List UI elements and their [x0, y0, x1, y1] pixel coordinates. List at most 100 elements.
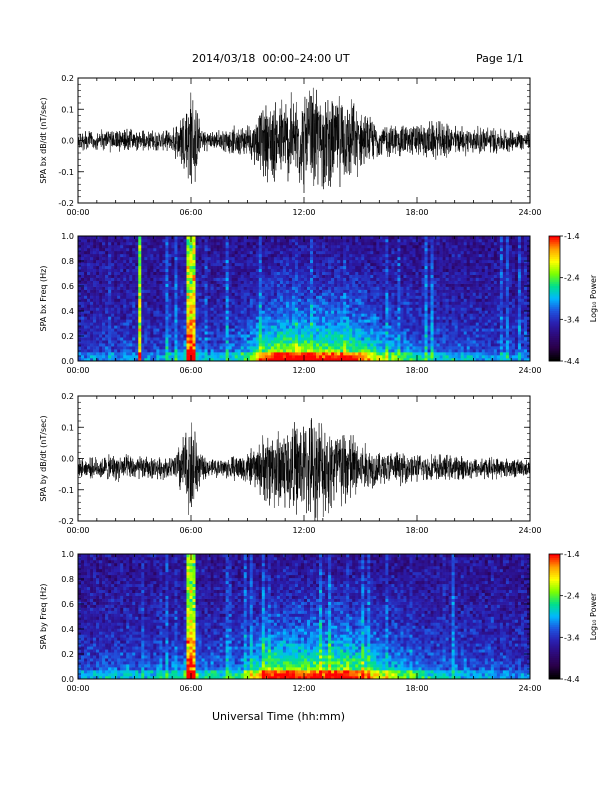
bx-freq-panel-cell	[84, 304, 88, 308]
bx-freq-panel-cell	[325, 325, 329, 329]
bx-freq-panel-cell	[93, 298, 97, 302]
bx-freq-panel-cell	[225, 301, 229, 305]
bx-freq-panel-cell	[276, 316, 281, 320]
bx-freq-panel-cell	[279, 259, 284, 264]
bx-freq-panel-cell	[96, 244, 100, 249]
bx-freq-panel-cell	[201, 295, 205, 299]
bx-freq-panel-cell	[150, 280, 154, 284]
bx-freq-panel-cell	[307, 271, 311, 275]
bx-freq-panel-cell	[264, 250, 269, 255]
bx-freq-panel-cell	[273, 337, 278, 341]
bx-freq-panel-cell	[391, 301, 395, 305]
bx-freq-panel-cell	[240, 319, 245, 323]
bx-freq-panel-cell	[310, 236, 314, 240]
bx-freq-panel-cell	[183, 307, 187, 311]
bx-freq-panel-cell	[228, 316, 232, 320]
bx-freq-panel-cell	[297, 250, 302, 255]
bx-freq-panel-cell	[225, 283, 229, 287]
bx-freq-panel-cell	[340, 259, 344, 264]
bx-freq-panel-cell	[310, 256, 314, 261]
bx-freq-panel-cell	[171, 328, 175, 332]
bx-freq-panel-cell	[313, 247, 317, 252]
bx-freq-panel-cell	[424, 262, 428, 267]
bx-freq-panel-cell	[252, 334, 257, 338]
bx-freq-panel-cell	[319, 283, 323, 287]
bx-freq-panel-cell	[171, 301, 175, 305]
bx-freq-panel-cell	[195, 274, 199, 278]
bx-freq-panel-cell	[171, 265, 175, 270]
bx-freq-panel-cell	[300, 265, 305, 270]
bx-freq-panel-cell	[346, 244, 350, 249]
bx-freq-panel-cell	[249, 256, 254, 261]
bx-freq-panel-cell	[177, 283, 181, 287]
bx-freq-panel-cell	[261, 331, 266, 335]
bx-freq-panel-cell	[129, 268, 133, 273]
bx-freq-panel-cell	[141, 265, 145, 270]
bx-freq-panel-cell	[93, 289, 97, 293]
bx-freq-panel-cell	[340, 355, 344, 359]
bx-freq-panel-cell	[400, 340, 404, 344]
bx-freq-panel-cell	[394, 349, 398, 353]
bx-freq-panel-cell	[123, 253, 127, 258]
bx-freq-panel-cell	[126, 313, 130, 317]
bx-freq-panel-cell	[126, 331, 130, 335]
bx-freq-panel-cell	[153, 325, 157, 329]
bx-freq-panel-cell	[147, 286, 151, 290]
bx-freq-panel-cell	[174, 247, 178, 252]
bx-freq-panel-cell	[243, 292, 248, 296]
bx-freq-panel-cell	[403, 271, 407, 275]
bx-freq-panel-cell	[207, 325, 211, 329]
bx-freq-panel-cell	[147, 298, 151, 302]
bx-freq-panel-cell	[114, 316, 118, 320]
bx-freq-panel-cell	[240, 313, 245, 317]
bx-freq-panel-cell	[276, 295, 281, 299]
bx-freq-panel-cell	[234, 301, 238, 305]
bx-freq-panel-cell	[409, 340, 413, 344]
bx-freq-panel-cell	[120, 268, 124, 273]
bx-freq-panel-cell	[138, 236, 142, 240]
bx-freq-panel-cell	[129, 271, 133, 275]
bx-freq-panel-cell	[186, 346, 190, 350]
bx-freq-panel-cell	[373, 319, 377, 323]
bx-freq-panel-cell	[171, 352, 175, 356]
bx-freq-panel-cell	[93, 274, 97, 278]
bx-freq-panel-cell	[213, 310, 217, 314]
bx-freq-panel-cell	[237, 355, 242, 359]
bx-freq-panel-cell	[297, 346, 302, 350]
bx-freq-panel-cell	[228, 337, 232, 341]
bx-freq-panel-cell	[120, 262, 124, 267]
bx-freq-panel-cell	[349, 256, 353, 261]
bx-freq-panel-cell	[310, 325, 314, 329]
bx-freq-panel-cell	[234, 304, 238, 308]
bx-freq-panel-cell	[349, 358, 353, 362]
bx-freq-panel-cell	[388, 343, 392, 347]
bx-freq-panel-cell	[291, 259, 296, 264]
bx-freq-panel-cell	[231, 236, 235, 240]
bx-freq-panel-cell	[156, 241, 160, 246]
bx-freq-panel-cell	[210, 307, 214, 311]
bx-freq-panel-cell	[279, 283, 284, 287]
bx-freq-panel-cell	[195, 283, 199, 287]
bx-freq-panel-cell	[201, 313, 205, 317]
bx-freq-panel-cell	[409, 322, 413, 326]
bx-freq-panel-cell	[162, 319, 166, 323]
bx-freq-panel-cell	[255, 298, 260, 302]
bx-freq-panel-cell	[120, 253, 124, 258]
bx-freq-panel-cell	[174, 349, 178, 353]
bx-freq-panel-cell	[282, 277, 287, 281]
bx-freq-panel-cell	[358, 241, 362, 246]
bx-freq-panel-cell	[171, 310, 175, 314]
bx-freq-panel-cell	[267, 334, 272, 338]
bx-freq-panel-cell	[231, 247, 235, 252]
bx-freq-panel-cell	[150, 238, 154, 243]
bx-freq-panel-cell	[288, 328, 293, 332]
bx-freq-panel-cell	[424, 334, 428, 338]
bx-freq-panel-cell	[186, 343, 190, 347]
bx-freq-panel-cell	[144, 236, 148, 240]
bx-freq-panel-cell	[294, 259, 299, 264]
bx-freq-panel-cell	[258, 283, 263, 287]
bx-freq-panel-cell	[84, 346, 88, 350]
bx-freq-panel-cell	[319, 313, 323, 317]
bx-freq-panel-cell	[171, 274, 175, 278]
bx-freq-panel-cell	[270, 238, 275, 243]
